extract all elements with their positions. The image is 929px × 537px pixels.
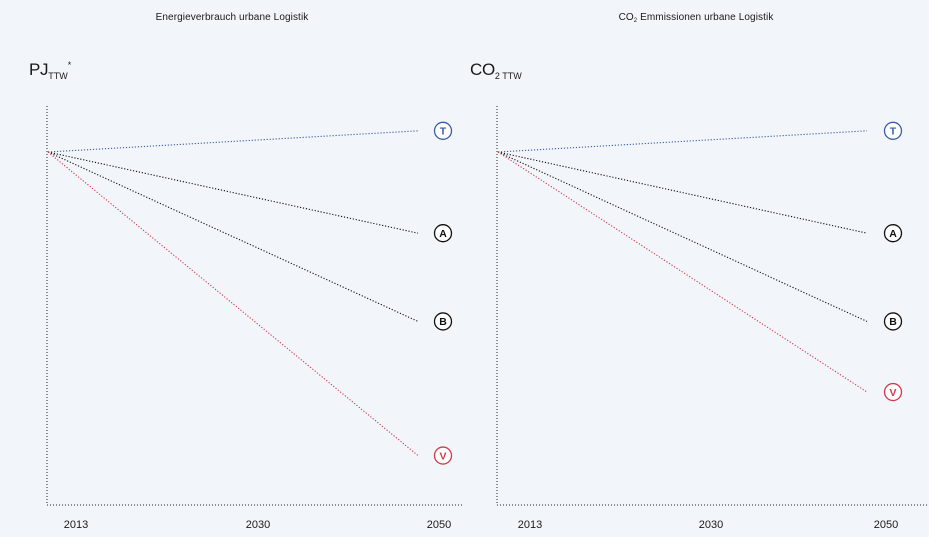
y-axis-unit: CO2 TTW — [470, 60, 522, 81]
series-label: A — [439, 228, 447, 240]
series-line-v — [497, 151, 868, 393]
series-marker-t: T — [433, 121, 453, 140]
series-line-a — [497, 151, 868, 234]
series-label: B — [889, 316, 897, 328]
x-tick-label: 2030 — [698, 519, 724, 531]
chart-plot: T A B V — [496, 106, 928, 506]
series-label: V — [439, 450, 446, 462]
series-label: T — [890, 126, 897, 138]
series-line-a — [47, 151, 419, 234]
series-label: T — [440, 126, 447, 138]
chart-plot: T A B V — [46, 106, 464, 506]
series-marker-t: T — [883, 121, 903, 140]
chart-title: Energieverbrauch urbane Logistik — [155, 12, 309, 23]
chart-title: CO2 Emmissionen urbane Logistik — [618, 12, 774, 24]
series-line-b — [497, 151, 868, 322]
series-marker-v: V — [433, 446, 453, 465]
chart-panel-energy: Energieverbrauch urbane Logistik PJTTW* … — [0, 0, 464, 537]
series-line-b — [47, 151, 419, 322]
series-line-v — [47, 151, 419, 457]
series-line-t — [497, 130, 868, 153]
x-tick-label: 2013 — [63, 519, 89, 531]
series-marker-b: B — [883, 312, 903, 331]
series-marker-a: A — [433, 224, 453, 243]
y-axis-unit: PJTTW* — [29, 60, 71, 81]
series-label: A — [889, 228, 897, 240]
series-marker-a: A — [883, 224, 903, 243]
x-tick-label: 2013 — [517, 519, 543, 531]
chart-panel-co2: CO2 Emmissionen urbane Logistik CO2 TTW … — [464, 0, 928, 537]
x-tick-label: 2030 — [245, 519, 271, 531]
series-line-t — [47, 130, 419, 153]
x-tick-label: 2050 — [873, 519, 899, 531]
series-label: V — [889, 387, 896, 399]
series-label: B — [439, 316, 447, 328]
series-marker-v: V — [883, 382, 903, 402]
series-marker-b: B — [433, 312, 453, 331]
x-tick-label: 2050 — [426, 519, 452, 531]
